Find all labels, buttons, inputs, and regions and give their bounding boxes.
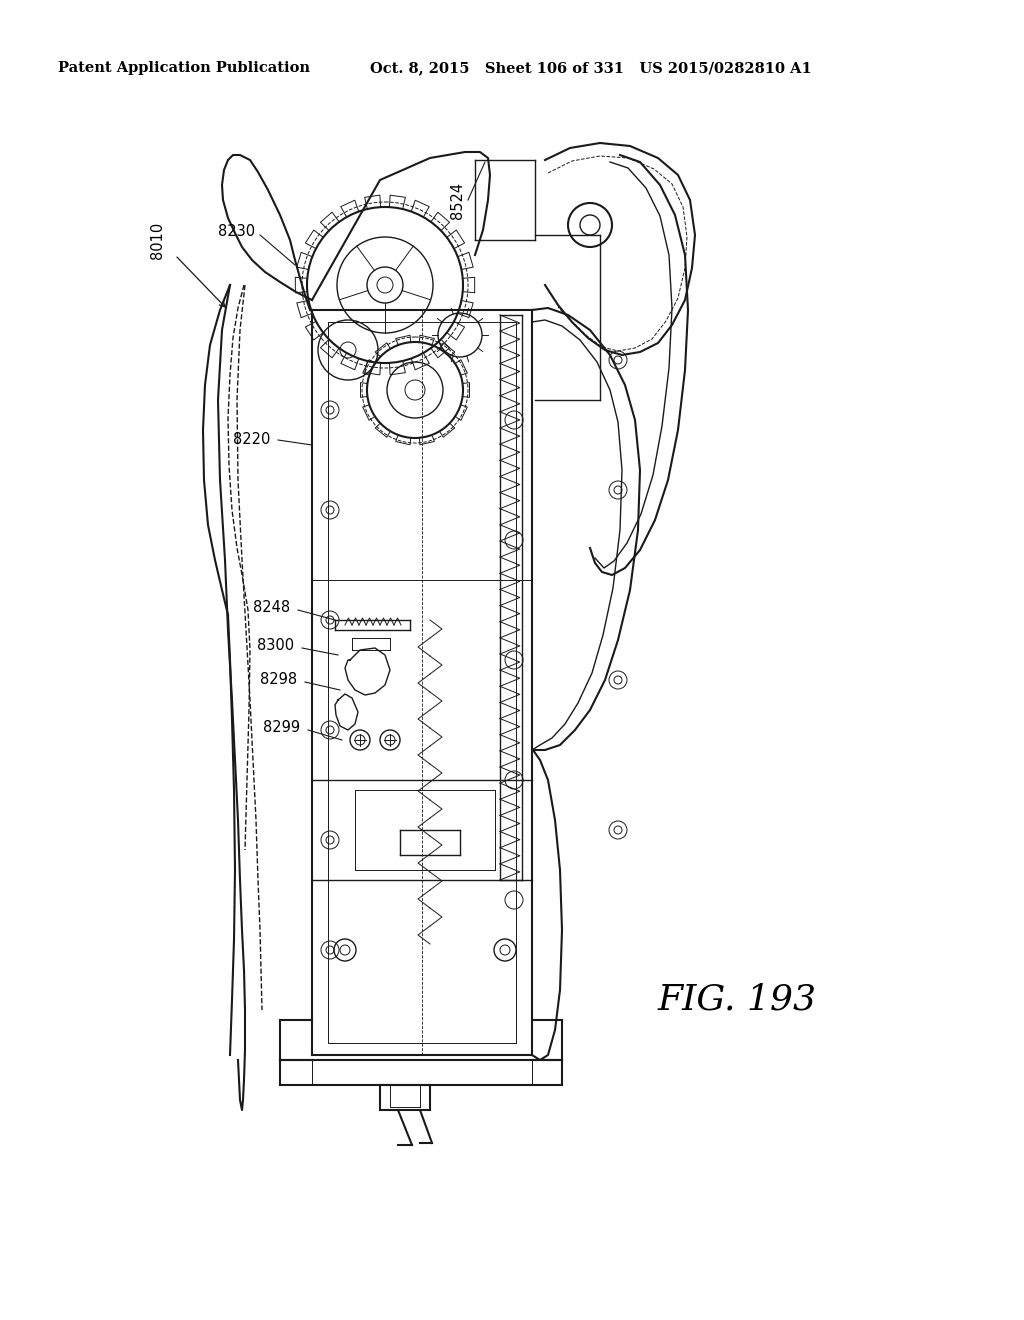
Text: 8220: 8220 — [232, 433, 270, 447]
Text: 8524: 8524 — [450, 181, 465, 219]
Text: 8299: 8299 — [263, 721, 300, 735]
Text: Patent Application Publication: Patent Application Publication — [58, 61, 310, 75]
Text: 8010: 8010 — [150, 222, 165, 259]
Text: 8298: 8298 — [260, 672, 297, 688]
Text: 8248: 8248 — [253, 601, 290, 615]
Text: 8300: 8300 — [257, 638, 294, 652]
Text: Oct. 8, 2015   Sheet 106 of 331   US 2015/0282810 A1: Oct. 8, 2015 Sheet 106 of 331 US 2015/02… — [370, 61, 812, 75]
Text: 8230: 8230 — [218, 224, 255, 239]
Text: FIG. 193: FIG. 193 — [658, 983, 817, 1016]
